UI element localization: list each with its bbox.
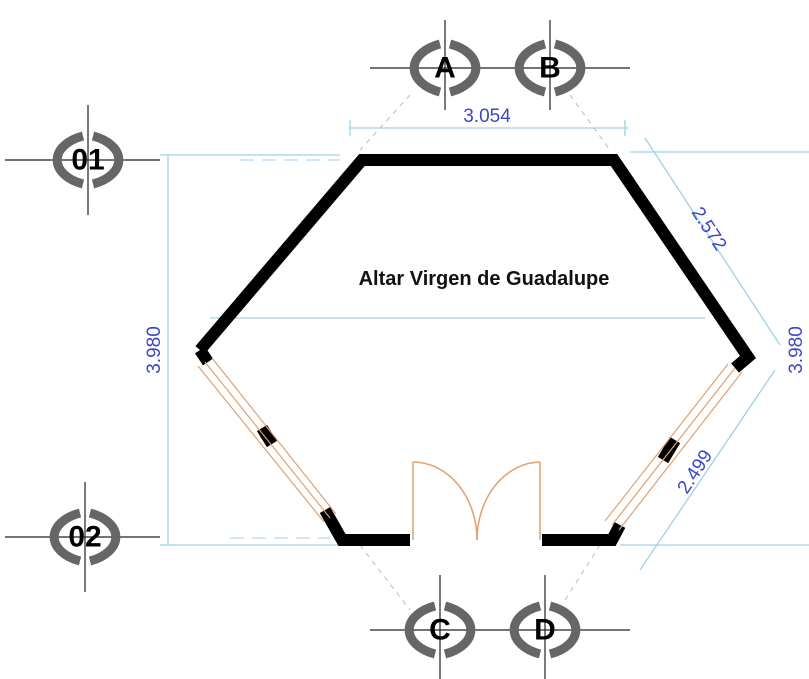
dimension: 3.054: [463, 106, 511, 127]
dimension: 3.980: [144, 326, 165, 374]
walls: [195, 154, 756, 546]
door: [412, 461, 541, 541]
grid-label: 02: [68, 521, 101, 554]
grid-label: D: [534, 614, 556, 647]
grid-bubbles: A B C D 01 02: [5, 20, 630, 679]
grid-label: B: [539, 52, 561, 85]
grid-label: A: [434, 52, 456, 85]
room-title: Altar Virgen de Guadalupe: [359, 268, 610, 290]
dimension-lines: [160, 94, 809, 611]
dimension: 2.499: [674, 446, 718, 497]
dimension: 2.572: [687, 203, 731, 254]
grid-label: C: [429, 614, 451, 647]
windows: [197, 357, 743, 531]
dimension: 3.980: [786, 326, 807, 374]
grid-label: 01: [71, 144, 104, 177]
